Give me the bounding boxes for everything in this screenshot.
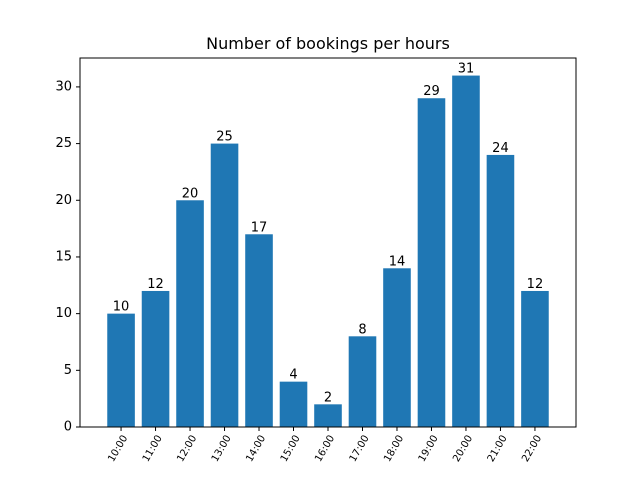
bar-1500	[279, 381, 308, 427]
bar-1300	[210, 143, 239, 428]
y-axis: 0 5 10 15 20 25 30	[55, 79, 80, 435]
data-label-1500: 4	[289, 368, 297, 383]
x-tick-label-1500: 15:00	[279, 434, 303, 464]
y-tick-label-15: 15	[55, 249, 72, 264]
data-label-1300: 25	[216, 130, 233, 145]
y-tick-label-20: 20	[55, 193, 72, 208]
x-tick-label-1000: 10:00	[106, 434, 130, 464]
bar-1100	[141, 290, 170, 427]
data-label-1000: 10	[113, 300, 130, 315]
bars-layer	[107, 75, 549, 428]
x-tick-label-2100: 21:00	[486, 434, 510, 464]
bar-2000	[452, 75, 480, 428]
data-label-1600: 2	[324, 390, 332, 405]
bar-2200	[521, 290, 549, 427]
y-tick-label-5: 5	[64, 363, 72, 378]
bar-1400	[245, 234, 273, 427]
x-tick-label-1600: 16:00	[313, 434, 337, 464]
bar-1600	[314, 404, 342, 427]
x-tick-label-1900: 19:00	[417, 434, 441, 464]
y-tick-label-30: 30	[55, 79, 72, 94]
x-tick-label-1300: 13:00	[210, 434, 234, 464]
plot-frame	[79, 57, 577, 428]
bar-1700	[348, 336, 377, 427]
chart-title: Number of bookings per hours	[206, 34, 450, 53]
bar-1200	[176, 200, 204, 427]
bar-2100	[486, 154, 515, 427]
x-tick-label-1400: 14:00	[244, 434, 268, 464]
data-label-2000: 31	[458, 62, 475, 77]
x-tick-label-1100: 11:00	[141, 434, 165, 464]
bar-1900	[417, 98, 446, 428]
data-labels-layer: 10 12 20 25 17 4 2 8 14 29 31 24 12	[113, 62, 543, 406]
data-label-1900: 29	[423, 84, 440, 99]
x-tick-label-1700: 17:00	[348, 434, 372, 464]
data-label-1400: 17	[251, 220, 268, 235]
y-tick-label-25: 25	[55, 136, 72, 151]
x-tick-label-1200: 12:00	[175, 434, 199, 464]
data-label-1200: 20	[182, 186, 199, 201]
x-tick-label-1800: 18:00	[382, 434, 406, 464]
x-tick-label-2200: 22:00	[520, 434, 544, 464]
data-label-1800: 14	[389, 254, 406, 269]
data-label-1700: 8	[358, 322, 366, 337]
data-label-1100: 12	[147, 277, 164, 292]
x-axis: 10:00 11:00 12:00 13:00 14:00 15:00 16:00 17:00…	[106, 427, 544, 464]
data-label-2100: 24	[492, 141, 509, 156]
y-tick-label-0: 0	[64, 420, 72, 435]
y-tick-label-10: 10	[55, 306, 72, 321]
data-label-2200: 12	[527, 277, 544, 292]
x-tick-label-2000: 20:00	[451, 434, 475, 464]
bar-1800	[383, 268, 411, 427]
bar-1000	[107, 313, 135, 427]
